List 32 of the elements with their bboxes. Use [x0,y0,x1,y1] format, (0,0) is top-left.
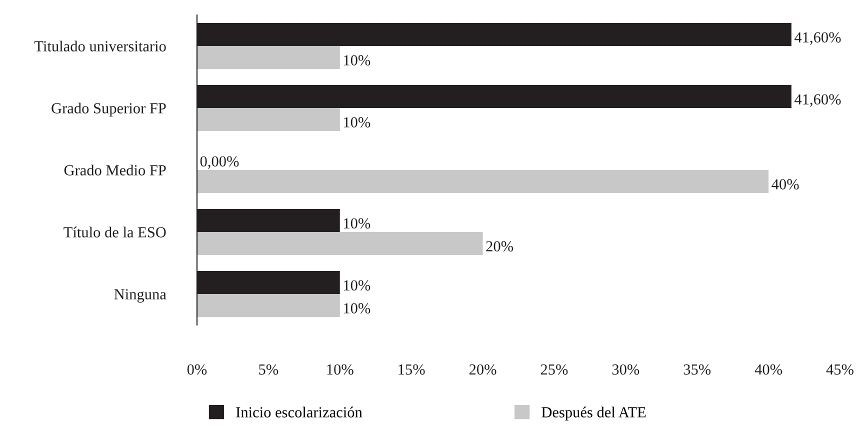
y-tick-label: Título de la ESO [64,226,166,238]
y-tick-label: Titulado universitario [34,40,166,52]
y-tick-label: Ninguna [114,289,166,303]
y-tick-label: Grado Medio FP [64,164,166,176]
x-tick-label: 10% [327,364,354,375]
bar [197,170,769,193]
x-tick-label: 25% [540,364,568,375]
data-label: 10% [344,55,370,66]
x-tick-label: 30% [612,364,640,375]
data-label: 40% [772,179,799,190]
bar [197,46,340,69]
data-label: 0,00% [200,156,239,169]
x-tick-label: 45% [826,364,854,375]
data-label: 10% [344,303,370,314]
data-label: 10% [344,218,370,229]
bar [197,232,483,255]
data-label: 10% [344,280,370,291]
data-label: 41,60% [794,94,841,107]
data-label: 10% [344,117,370,128]
x-tick-label: 0% [187,364,207,375]
x-tick-label: 15% [398,364,425,375]
data-label: 20% [486,241,514,252]
data-label: 41,60% [794,32,841,45]
x-tick-label: 40% [754,364,782,375]
legend-label: Después del ATE [542,406,646,421]
bar [197,108,340,131]
x-tick-label: 35% [684,364,711,375]
y-tick-label: Grado Superior FP [52,102,166,117]
legend-label: Inicio escolarización [236,406,362,418]
x-tick-label: 5% [259,364,278,375]
bar [197,294,340,317]
x-tick-label: 20% [469,364,496,375]
